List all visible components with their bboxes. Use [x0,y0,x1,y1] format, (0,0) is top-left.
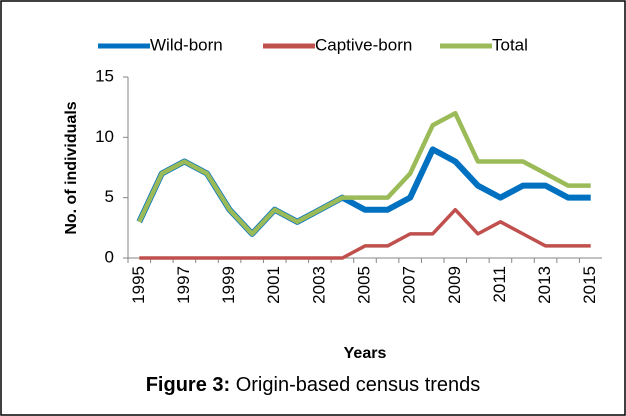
legend-label: Wild-born [150,35,223,54]
x-tick-label: 2003 [309,266,328,304]
y-tick-label: 5 [105,187,114,206]
x-tick-label: 2001 [264,266,283,304]
legend-label: Captive-born [315,35,412,54]
x-tick-label: 1999 [219,266,238,304]
caption-text: Origin-based census trends [236,374,481,396]
y-axis-label: No. of individuals [63,101,80,234]
caption-label: Figure 3: [146,374,230,396]
x-tick-label: 1997 [174,266,193,304]
y-tick-label: 15 [95,66,114,85]
legend-label: Total [492,35,528,54]
x-tick-label: 2013 [535,266,554,304]
x-tick-label: 1995 [129,266,148,304]
x-tick-label: 2009 [445,266,464,304]
x-axis-label: Years [344,345,387,362]
x-tick-label: 2005 [354,266,373,304]
y-tick-label: 10 [95,127,114,146]
x-tick-label: 2007 [400,266,419,304]
series-line [139,207,591,260]
series-line [137,110,591,237]
caption: Figure 3: Origin-based census trends [146,374,481,396]
y-tick-label: 0 [105,247,114,266]
x-tick-label: 2015 [580,266,599,304]
x-tick-label: 2011 [490,266,509,303]
